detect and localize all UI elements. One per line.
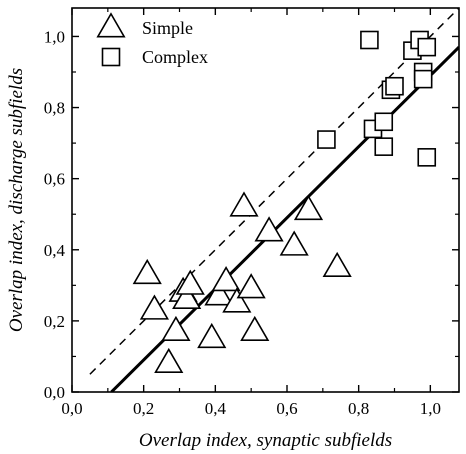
square-point xyxy=(374,137,394,156)
x-tick-label: 0,8 xyxy=(348,399,369,418)
square-point xyxy=(360,30,379,50)
triangle-point xyxy=(322,251,352,278)
plot-area xyxy=(89,8,459,392)
legend-square-icon xyxy=(101,47,121,67)
triangle-point xyxy=(175,269,205,295)
legend-label-simple: Simple xyxy=(142,18,193,38)
triangle-point xyxy=(204,280,234,306)
triangle-point xyxy=(229,191,259,217)
complex-series xyxy=(317,30,437,167)
triangle-point xyxy=(240,315,270,342)
y-tick-label: 0,2 xyxy=(44,312,65,331)
plot-frame xyxy=(71,7,460,393)
triangle-point xyxy=(172,283,202,310)
axes: 0,0 0,2 0,4 0,6 0,8 1,0 0,0 0,2 0,4 0,6 0,8 1,0 xyxy=(44,7,460,418)
legend: Simple Complex xyxy=(96,12,208,67)
triangle-point xyxy=(161,315,191,342)
x-tick-label: 0,4 xyxy=(205,399,227,418)
triangle-point xyxy=(279,230,309,256)
triangle-point xyxy=(132,258,162,285)
triangle-point xyxy=(236,273,266,299)
y-tick-label: 1,0 xyxy=(44,27,65,46)
square-point xyxy=(413,69,433,89)
y-axis-label: Overlap index, discharge subfields xyxy=(6,68,27,332)
x-tick-label: 0,6 xyxy=(276,399,297,418)
triangle-point xyxy=(293,194,324,221)
triangle-point xyxy=(211,266,241,292)
square-point xyxy=(374,112,394,132)
x-tick-label: 0,0 xyxy=(61,399,82,418)
y-tick-label: 0,4 xyxy=(44,241,66,260)
y-tick-label: 0,8 xyxy=(44,99,65,118)
triangle-point xyxy=(222,287,252,313)
y-tick-label: 0,0 xyxy=(44,383,65,402)
triangle-point xyxy=(139,294,170,320)
legend-triangle-icon xyxy=(96,12,126,38)
square-point xyxy=(417,37,437,57)
x-axis-label: Overlap index, synaptic subfields xyxy=(139,430,392,451)
triangle-point xyxy=(154,347,184,374)
square-point xyxy=(385,76,404,96)
legend-label-complex: Complex xyxy=(142,47,208,67)
triangle-point xyxy=(197,322,227,349)
square-point xyxy=(317,130,336,149)
x-tick-label: 0,2 xyxy=(133,399,154,418)
x-tick-label: 1,0 xyxy=(420,399,441,418)
triangle-point xyxy=(254,216,284,242)
simple-series xyxy=(132,191,352,374)
square-point xyxy=(417,148,437,167)
y-tick-label: 0,6 xyxy=(44,170,65,189)
